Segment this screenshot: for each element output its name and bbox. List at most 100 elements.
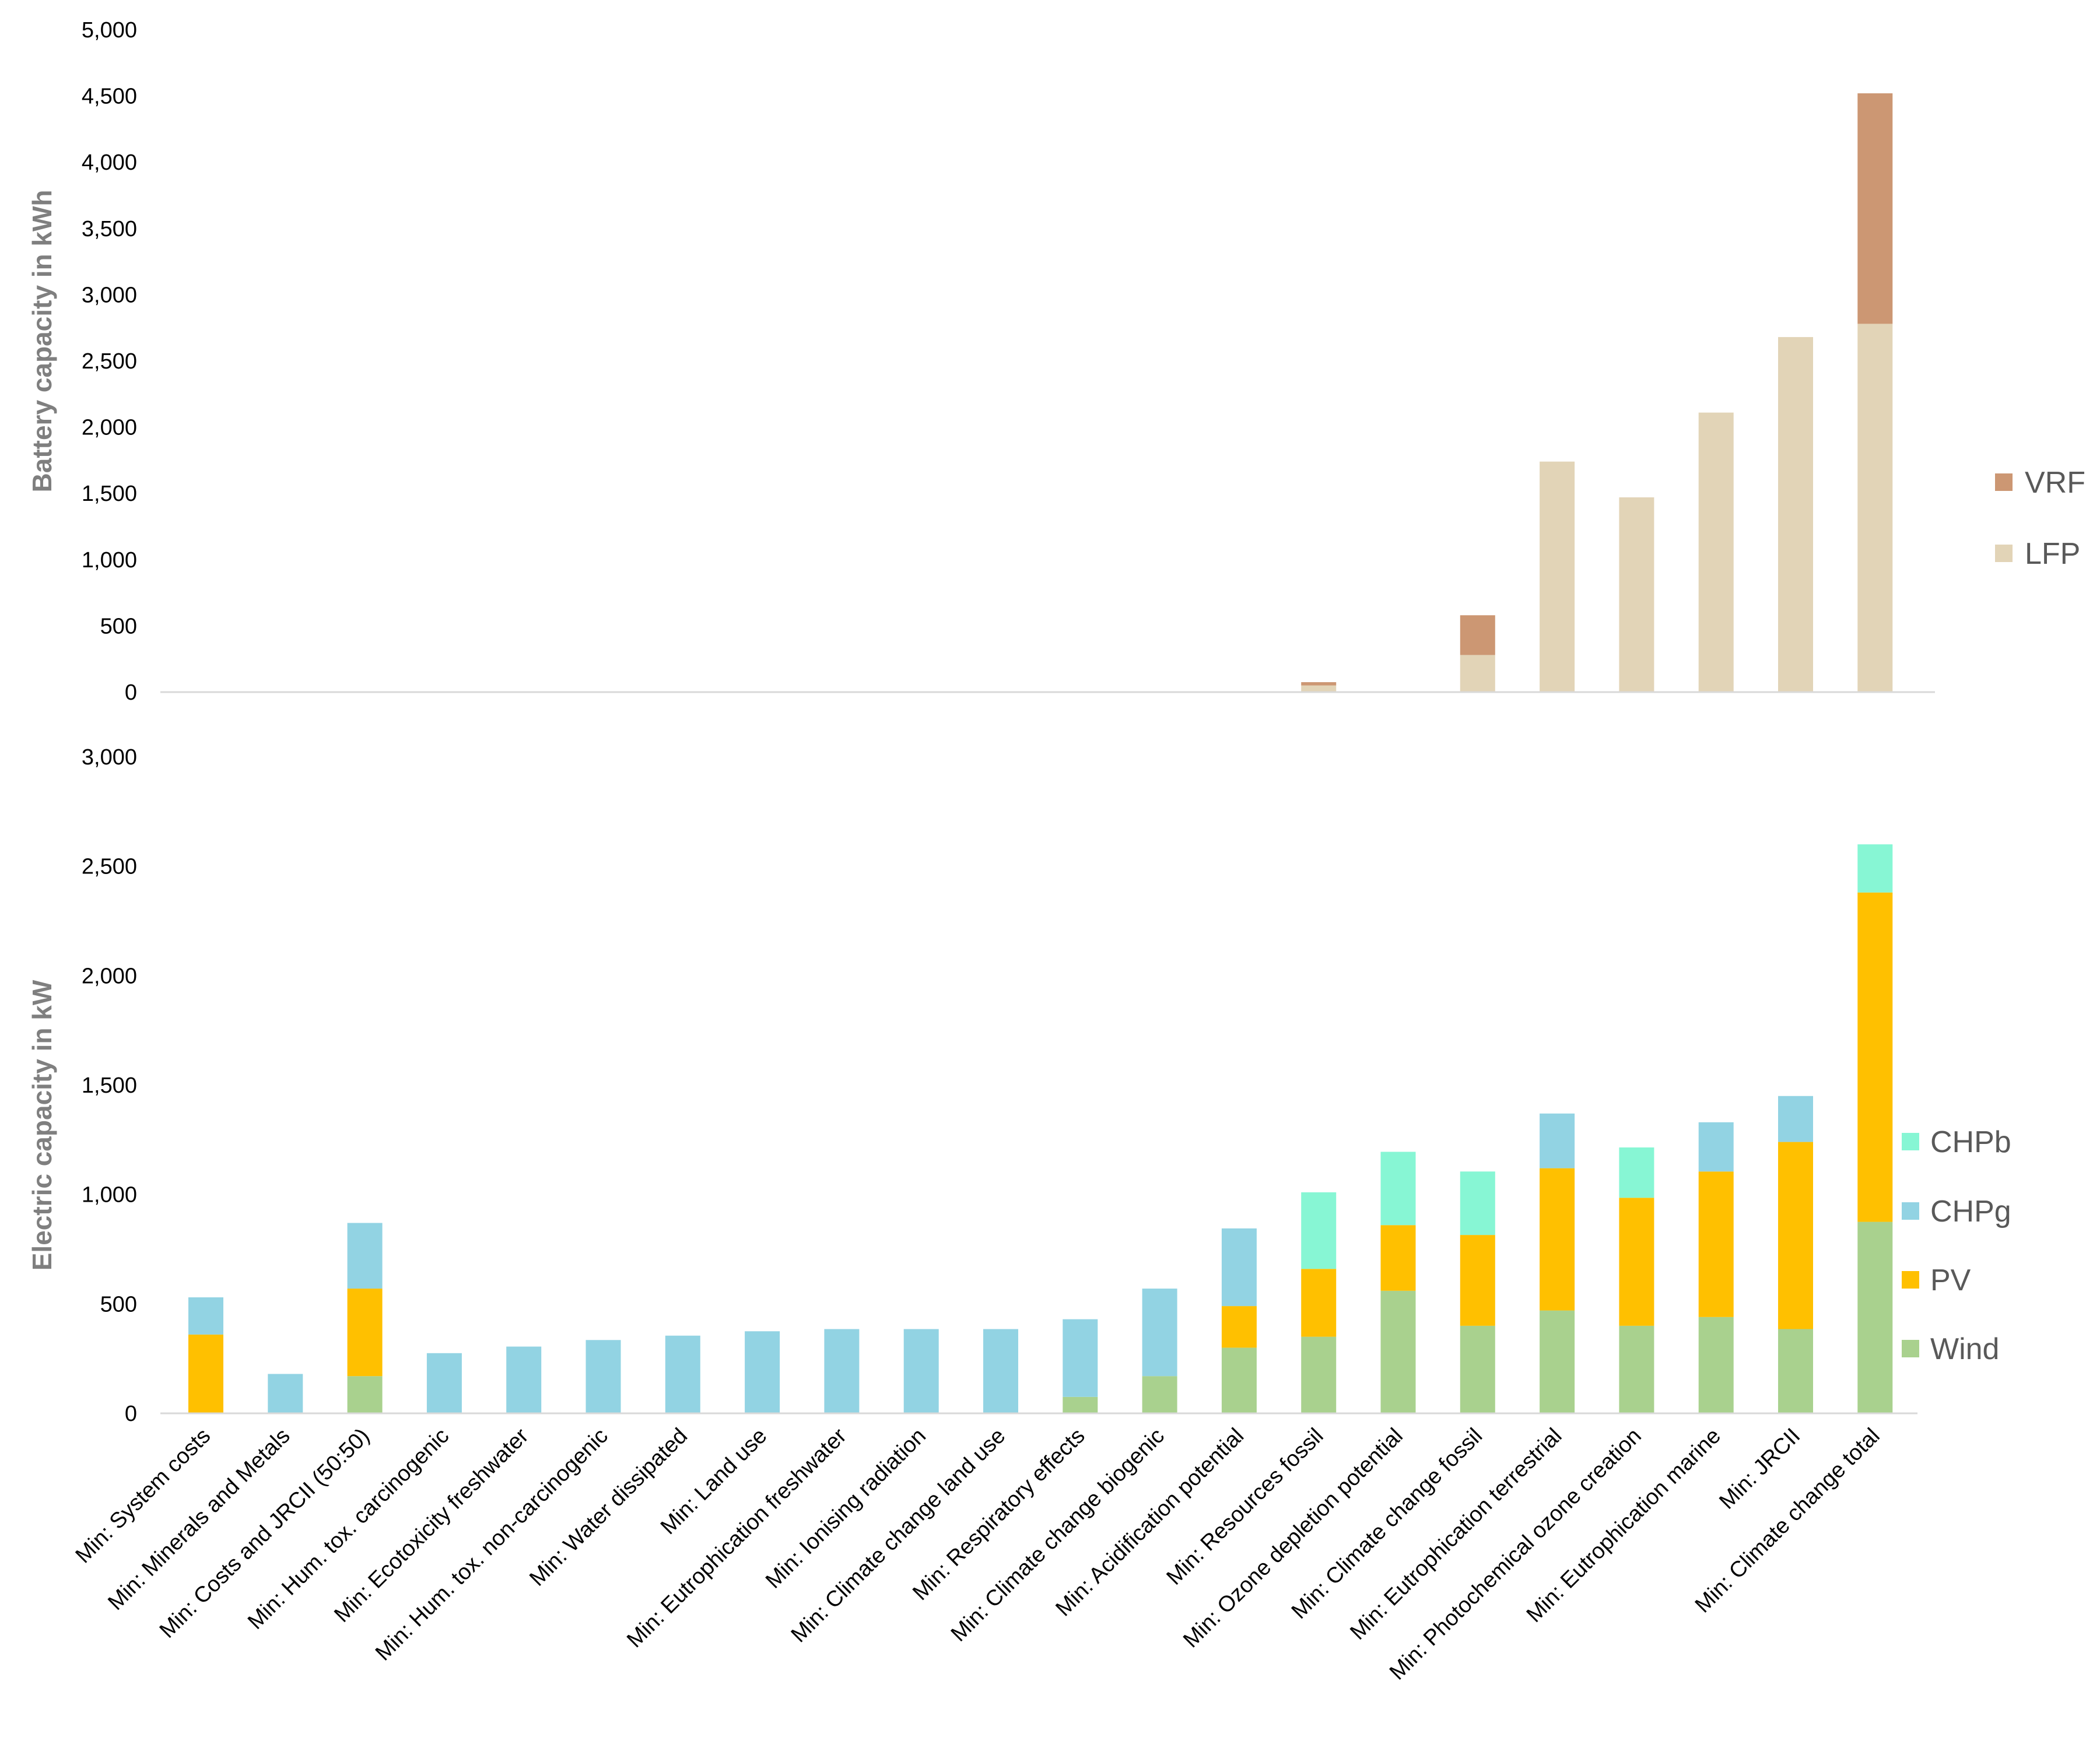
bottom-bar-wind-min-photochemical-ozone-creation <box>1619 1325 1654 1413</box>
legend-item-vrf: VRF <box>1995 466 2085 500</box>
bottom-bar-wind-min-costs-and-jrcii-50-50 <box>347 1376 383 1413</box>
bottom-y-tick-label: 0 <box>125 1402 137 1426</box>
legend-item-lfp: LFP <box>1995 537 2080 571</box>
legend-swatch-vrf <box>1995 473 2013 491</box>
bottom-bar-pv-min-jrcii <box>1778 1142 1813 1329</box>
bottom-bar-pv-min-system-costs <box>188 1334 223 1413</box>
bottom-bar-pv-min-climate-change-fossil <box>1460 1235 1495 1326</box>
top-bar-lfp-min-climate-change-fossil <box>1460 655 1495 692</box>
bottom-bar-wind-min-jrcii <box>1778 1329 1813 1413</box>
bottom-y-tick-label: 2,000 <box>82 964 137 988</box>
legend-top: VRF LFP <box>1995 466 2085 571</box>
top-y-tick-label: 4,000 <box>82 150 137 175</box>
bottom-bar-pv-min-costs-and-jrcii-50-50 <box>347 1289 383 1377</box>
bottom-bar-pv-min-photochemical-ozone-creation <box>1619 1198 1654 1326</box>
bottom-bar-pv-min-acidification-potential <box>1221 1306 1257 1348</box>
bottom-bar-chpb-min-ozone-depletion-potential <box>1380 1152 1416 1226</box>
bottom-bar-chpg-min-acidification-potential <box>1221 1228 1257 1307</box>
bottom-bar-pv-min-resources-fossil <box>1301 1269 1337 1337</box>
bottom-bar-wind-min-acidification-potential <box>1221 1347 1257 1413</box>
bottom-y-tick-label: 1,500 <box>82 1073 137 1098</box>
bottom-bar-chpg-min-ecotoxicity-freshwater <box>506 1346 542 1413</box>
legend-swatch-chpg <box>1902 1202 1919 1220</box>
legend-label-vrf: VRF <box>2025 466 2085 500</box>
top-bar-lfp-min-climate-change-total <box>1857 324 1893 692</box>
top-y-tick-label: 3,500 <box>82 217 137 241</box>
bottom-bar-chpg-min-jrcii <box>1778 1096 1813 1142</box>
bottom-bar-chpg-min-eutrophication-terrestrial <box>1540 1113 1575 1168</box>
bottom-y-tick-label: 1,000 <box>82 1183 137 1208</box>
bottom-bar-chpg-min-water-dissipated <box>665 1335 700 1413</box>
bottom-bar-wind-min-climate-change-total <box>1857 1222 1893 1413</box>
legend-label-chpg: CHPg <box>1930 1195 2011 1228</box>
bottom-bar-wind-min-respiratory-effects <box>1063 1396 1098 1413</box>
top-bar-lfp-min-jrcii <box>1778 337 1813 692</box>
legend-label-chpb: CHPb <box>1930 1125 2011 1159</box>
bottom-y-tick-label: 2,500 <box>82 855 137 879</box>
legend-item-wind: Wind <box>1902 1332 1999 1366</box>
top-bar-lfp-min-photochemical-ozone-creation <box>1619 497 1654 692</box>
bottom-bar-chpg-min-ionising-radiation <box>903 1329 939 1413</box>
bottom-bar-chpg-min-costs-and-jrcii-50-50 <box>347 1223 383 1289</box>
legend-label-wind: Wind <box>1930 1332 1999 1366</box>
top-y-tick-label: 0 <box>125 680 137 705</box>
top-bar-lfp-min-eutrophication-marine <box>1698 412 1734 692</box>
top-y-tick-label: 2,500 <box>82 349 137 374</box>
legend-label-pv: PV <box>1930 1263 1971 1297</box>
bottom-bar-chpg-min-hum-tox-carcinogenic <box>426 1353 462 1413</box>
battery-capacity-chart: Battery capacity in kWh 0 500 1,000 1,500 2,… <box>27 18 2085 705</box>
bottom-bar-pv-min-climate-change-total <box>1857 892 1893 1222</box>
top-bar-lfp-min-resources-fossil <box>1301 685 1337 692</box>
top-bar-vrf-min-resources-fossil <box>1301 682 1337 686</box>
bottom-bar-chpg-min-climate-change-biogenic <box>1142 1289 1177 1377</box>
top-y-axis-label: Battery capacity in kWh <box>27 190 57 493</box>
bottom-bar-chpg-min-respiratory-effects <box>1063 1319 1098 1397</box>
bottom-y-axis-label: Electric capacity in kW <box>27 980 57 1270</box>
bottom-bar-wind-min-climate-change-fossil <box>1460 1325 1495 1413</box>
top-bar-lfp-min-eutrophication-terrestrial <box>1540 461 1575 692</box>
bottom-bar-wind-min-climate-change-biogenic <box>1142 1376 1177 1413</box>
top-y-tick-label: 5,000 <box>82 18 137 43</box>
bottom-bar-pv-min-eutrophication-terrestrial <box>1540 1168 1575 1311</box>
top-bar-vrf-min-climate-change-fossil <box>1460 615 1495 655</box>
bottom-y-tick-label: 3,000 <box>82 745 137 770</box>
top-y-tick-labels: 0 500 1,000 1,500 2,000 2,500 3,000 3,500 4,000 4… <box>82 18 137 705</box>
legend-swatch-pv <box>1902 1271 1919 1289</box>
legend-swatch-chpb <box>1902 1133 1919 1150</box>
bottom-bar-chpg-min-land-use <box>745 1331 780 1413</box>
top-y-tick-label: 3,000 <box>82 283 137 307</box>
bottom-bar-chpb-min-resources-fossil <box>1301 1192 1337 1269</box>
legend-item-chpb: CHPb <box>1902 1125 2011 1159</box>
top-bars <box>1301 93 1893 692</box>
bottom-bar-chpg-min-climate-change-land-use <box>983 1329 1018 1413</box>
legend-item-pv: PV <box>1902 1263 1971 1297</box>
top-y-tick-label: 1,500 <box>82 482 137 506</box>
bottom-bar-wind-min-eutrophication-terrestrial <box>1540 1310 1575 1413</box>
top-y-tick-label: 500 <box>100 614 137 638</box>
legend-swatch-lfp <box>1995 545 2013 562</box>
bottom-bar-chpb-min-photochemical-ozone-creation <box>1619 1147 1654 1198</box>
top-bar-vrf-min-climate-change-total <box>1857 93 1893 324</box>
bottom-bar-chpg-min-hum-tox-non-carcinogenic <box>586 1340 621 1413</box>
bottom-bar-chpb-min-climate-change-total <box>1857 844 1893 893</box>
legend-label-lfp: LFP <box>2025 537 2080 571</box>
legend-item-chpg: CHPg <box>1902 1195 2011 1228</box>
bottom-y-tick-labels: 0 500 1,000 1,500 2,000 2,500 3,000 <box>82 745 137 1426</box>
bottom-bar-chpb-min-climate-change-fossil <box>1460 1171 1495 1235</box>
bottom-bar-wind-min-ozone-depletion-potential <box>1380 1290 1416 1413</box>
bottom-bar-chpg-min-system-costs <box>188 1297 223 1335</box>
bottom-bar-wind-min-resources-fossil <box>1301 1336 1337 1413</box>
bottom-bar-chpg-min-minerals-and-metals <box>268 1374 303 1413</box>
legend-bottom: CHPb CHPg PV Wind <box>1902 1125 2011 1366</box>
top-y-tick-label: 1,000 <box>82 548 137 573</box>
bottom-bar-pv-min-eutrophication-marine <box>1698 1171 1734 1317</box>
top-y-tick-label: 2,000 <box>82 416 137 440</box>
legend-swatch-wind <box>1902 1340 1919 1357</box>
top-y-tick-label: 4,500 <box>82 85 137 109</box>
bottom-y-tick-label: 500 <box>100 1292 137 1317</box>
bottom-bars <box>188 844 1893 1413</box>
bottom-bar-pv-min-ozone-depletion-potential <box>1380 1225 1416 1291</box>
bottom-bar-chpg-min-eutrophication-marine <box>1698 1122 1734 1172</box>
